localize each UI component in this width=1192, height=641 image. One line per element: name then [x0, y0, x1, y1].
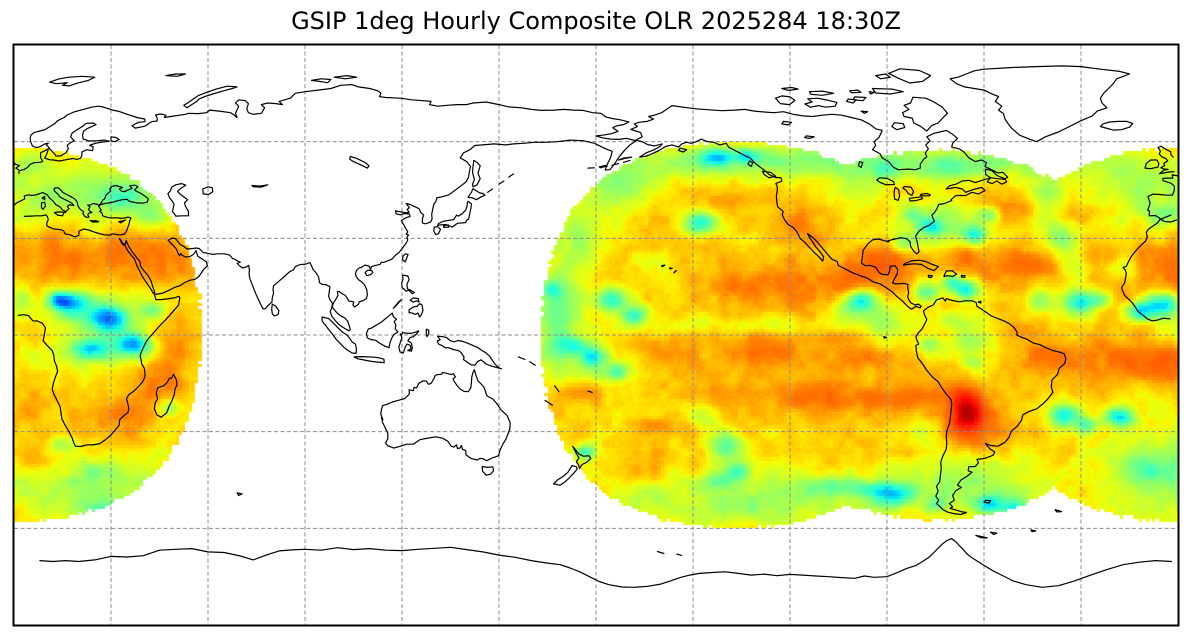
plot-frame: [12, 43, 1180, 627]
coastline-path: [14, 65, 1178, 588]
coastlines: [14, 65, 1178, 588]
gridlines: [14, 45, 1178, 625]
